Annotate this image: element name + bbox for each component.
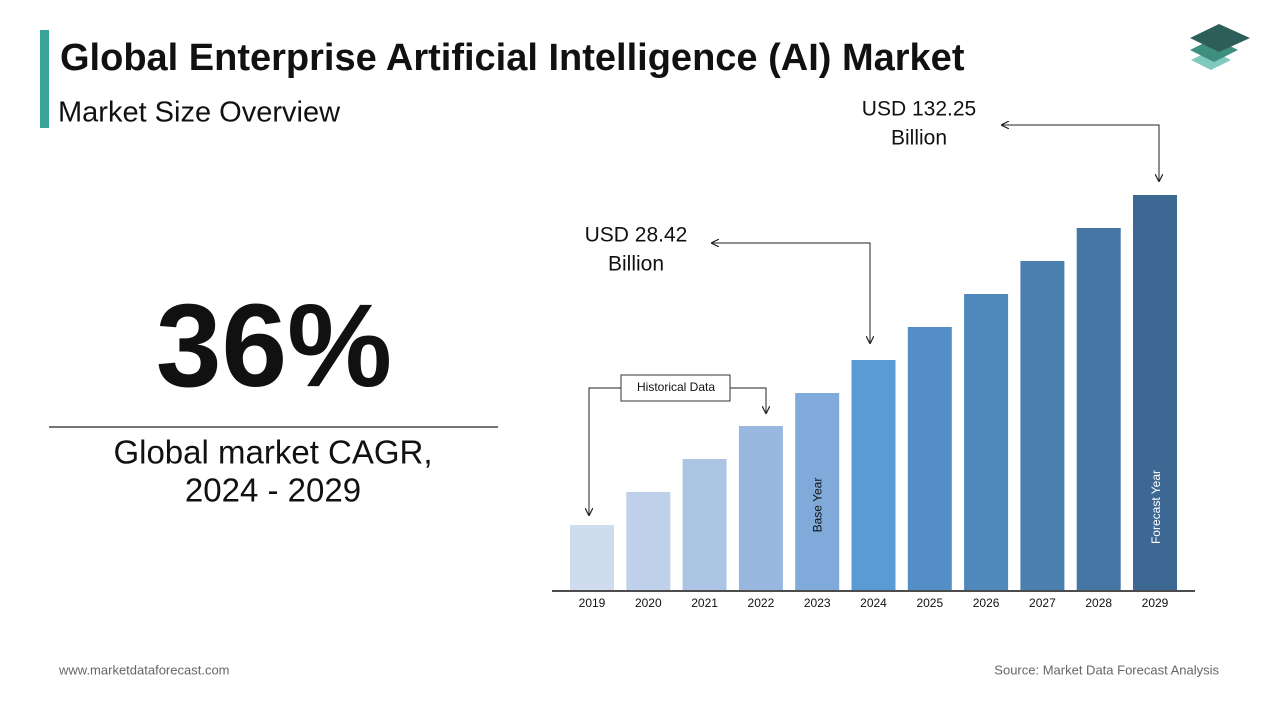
bar — [738, 426, 783, 590]
arrow — [1002, 125, 1159, 181]
bar — [795, 393, 840, 590]
website: www.marketdataforecast.com — [58, 662, 230, 677]
logo — [1190, 24, 1250, 70]
x-tick-label: 2024 — [860, 596, 887, 610]
bar — [1020, 261, 1065, 590]
bar-chart: 2019 2020 2021 2022 2023 2024 2025 2026 2027 2028… — [570, 195, 1177, 610]
historical-label: Historical Data — [637, 380, 715, 394]
bar — [626, 492, 671, 590]
bar — [682, 459, 727, 590]
end-callout: USD 132.25 — [862, 98, 976, 121]
forecast-year-label: Forecast Year — [1149, 470, 1163, 544]
x-tick-label: 2025 — [916, 596, 943, 610]
arrow — [589, 387, 621, 515]
start-callout: USD 28.42 — [585, 224, 688, 247]
bar — [851, 360, 896, 590]
x-tick-label: 2022 — [748, 596, 775, 610]
arrow — [712, 243, 870, 343]
subtitle: Market Size Overview — [58, 97, 341, 129]
source: Source: Market Data Forecast Analysis — [994, 662, 1219, 677]
bar — [570, 525, 614, 590]
bar — [1076, 228, 1121, 590]
x-tick-label: 2020 — [635, 596, 662, 610]
arrow — [730, 387, 766, 413]
cagr-label: Global market CAGR, — [113, 434, 432, 471]
x-tick-label: 2027 — [1029, 596, 1056, 610]
end-callout: Billion — [891, 127, 947, 150]
x-tick-label: 2028 — [1085, 596, 1112, 610]
cagr-label: 2024 - 2029 — [185, 472, 361, 509]
x-tick-label: 2019 — [579, 596, 606, 610]
x-tick-label: 2029 — [1142, 596, 1169, 610]
title: Global Enterprise Artificial Intelligenc… — [60, 37, 965, 79]
x-tick-label: 2023 — [804, 596, 831, 610]
x-tick-label: 2021 — [691, 596, 718, 610]
bar — [1133, 195, 1177, 590]
accent-bar — [40, 30, 49, 128]
bar — [907, 327, 952, 590]
base-year-label: Base Year — [810, 478, 824, 533]
bar — [964, 294, 1009, 590]
start-callout: Billion — [608, 253, 664, 276]
x-tick-label: 2026 — [973, 596, 1000, 610]
cagr-value: 36% — [156, 280, 392, 412]
